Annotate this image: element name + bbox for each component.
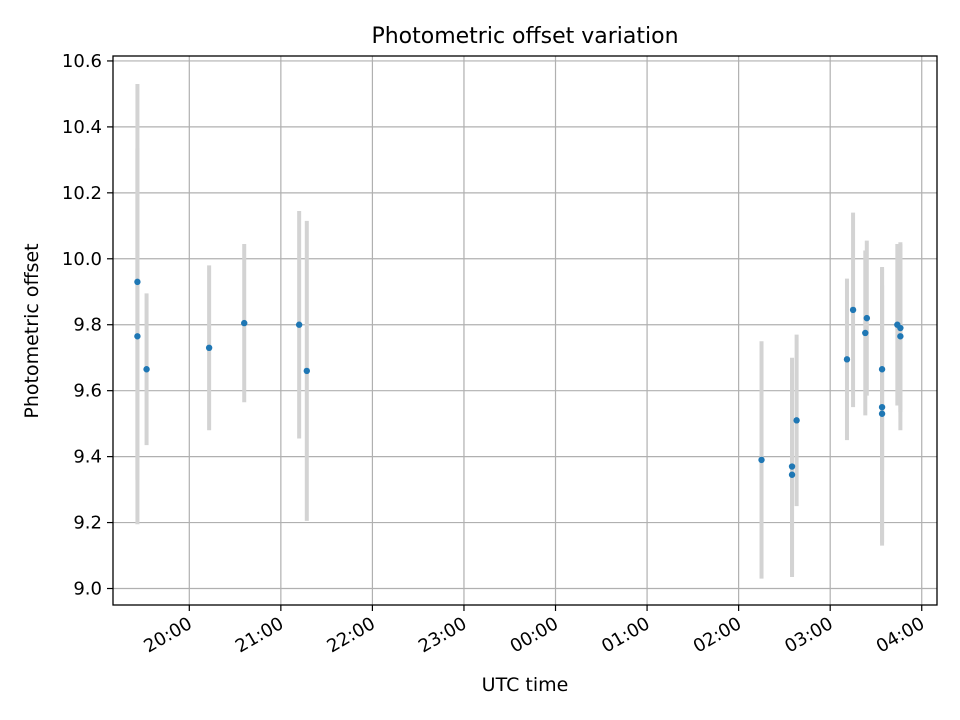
data-point [788, 463, 796, 470]
data-point [863, 314, 871, 322]
y-tick-label: 9.4 [73, 447, 102, 468]
data-point [788, 471, 796, 478]
data-point [897, 324, 904, 332]
data-point [849, 306, 857, 314]
data-point [878, 410, 886, 417]
y-tick-label: 10.4 [62, 117, 102, 138]
chart-title: Photometric offset variation [371, 24, 678, 49]
y-tick-label: 9.6 [73, 381, 102, 402]
data-point [303, 367, 310, 375]
grid [113, 56, 937, 605]
y-tick-label: 9.2 [73, 513, 102, 534]
y-tick-label: 10.6 [62, 51, 102, 72]
y-tick-label: 9.0 [73, 579, 102, 600]
data-point [205, 344, 213, 352]
data-points [134, 278, 904, 478]
y-axis-title: Photometric offset [21, 243, 43, 418]
data-point [241, 319, 248, 327]
data-point [878, 403, 886, 411]
data-point [134, 333, 141, 340]
data-point [793, 417, 800, 424]
x-axis-title: UTC time [482, 674, 569, 696]
data-point [295, 321, 303, 328]
y-tick-label: 9.8 [73, 315, 102, 336]
data-point [897, 333, 904, 340]
data-point [134, 278, 141, 286]
data-point [862, 329, 869, 337]
plot-frame [112, 55, 938, 606]
data-point [143, 366, 150, 373]
data-point [843, 356, 851, 363]
data-point [758, 456, 765, 464]
y-tick-label: 10.2 [62, 183, 102, 204]
data-point [878, 366, 886, 373]
y-tick-label: 10.0 [62, 249, 102, 270]
y-axis: 9.0 9.2 9.4 9.6 9.8 10.0 10.2 10.4 10.6 [62, 51, 113, 600]
